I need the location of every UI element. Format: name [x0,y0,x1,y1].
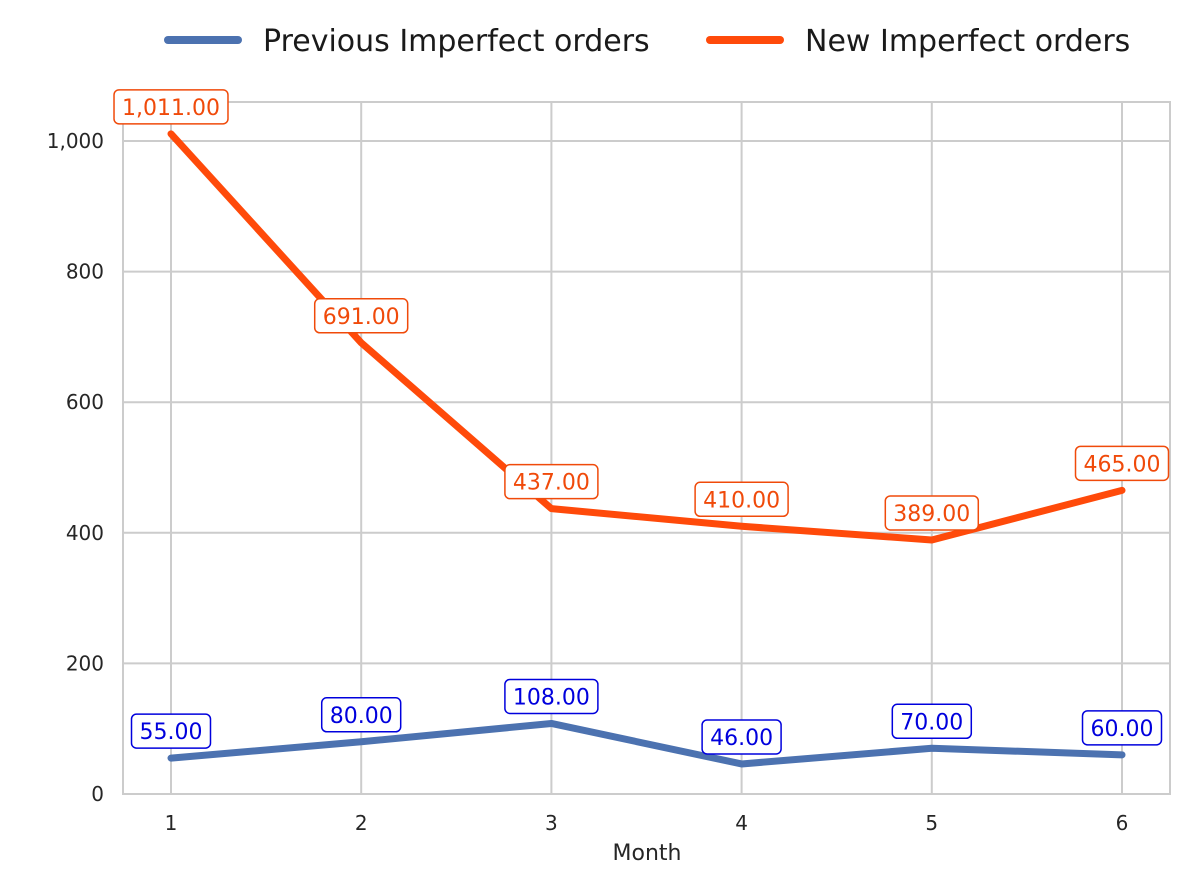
data-label-box [320,697,402,733]
data-label-text: 70.00 [900,710,963,735]
y-axis: 0 200 400 600 800 1,000 [47,129,104,806]
x-axis-title: Month [613,841,682,866]
data-label: 437.00 [504,463,599,500]
x-tick-label: 1 [165,811,178,835]
data-label-text: 691.00 [323,305,400,330]
y-tick-label: 800 [66,260,104,284]
data-label-text: 46.00 [710,726,773,751]
data-label: 55.00 [130,713,212,749]
plot-frame [122,101,1171,795]
data-labels: 55.00 80.00 108.00 46.00 70.00 60.00 1,011.00 6… [113,89,1170,755]
data-label-box [313,298,409,334]
x-tick-label: 5 [925,811,938,835]
y-tick-label: 200 [66,651,104,675]
data-label-box [884,495,980,531]
data-label-box [694,481,789,518]
y-tick-label: 1,000 [47,129,104,153]
data-label-text: 55.00 [140,720,203,745]
data-label-text: 389.00 [893,502,970,527]
data-label: 80.00 [320,697,402,733]
legend-item-1: Previous Imperfect orders [164,24,650,59]
x-tick-label: 3 [545,811,558,835]
data-label-text: 410.00 [703,488,780,513]
data-label-box [504,463,599,500]
data-label: 389.00 [884,495,980,531]
data-label-text: 1,011.00 [122,96,220,121]
data-label: 46.00 [701,719,782,755]
grid-lines [123,102,1170,795]
data-label-text: 108.00 [513,685,590,710]
data-label-box [1074,445,1170,482]
data-label: 1,011.00 [113,89,229,125]
data-label: 60.00 [1081,710,1163,746]
data-label-text: 465.00 [1084,452,1161,477]
data-label-text: 80.00 [330,704,393,729]
legend-label: New Imperfect orders [805,24,1130,59]
data-label: 465.00 [1074,445,1170,482]
data-label-box [891,703,973,740]
x-tick-label: 6 [1116,811,1129,835]
data-label: 108.00 [504,678,599,715]
legend-item-2: New Imperfect orders [706,24,1130,59]
data-label-box [130,713,212,749]
legend: Previous Imperfect orders New Imperfect o… [164,24,1130,59]
series-lines [167,130,1126,768]
x-tick-label: 4 [735,811,748,835]
y-tick-label: 600 [66,390,104,414]
series-line-2 [167,130,1126,544]
data-label: 70.00 [891,703,973,740]
data-label-box [113,89,229,125]
legend-label: Previous Imperfect orders [263,24,650,59]
x-tick-label: 2 [355,811,368,835]
data-label-box [504,678,599,715]
data-label: 691.00 [313,298,409,334]
data-label-box [1081,710,1163,746]
x-axis: 1 2 3 4 5 6 [165,811,1129,835]
y-tick-label: 400 [66,521,104,545]
series-line-1 [167,719,1126,768]
y-tick-label: 0 [91,782,104,806]
data-label-text: 60.00 [1091,717,1154,742]
data-label-text: 437.00 [513,471,590,496]
data-label-box [701,719,782,755]
data-label: 410.00 [694,481,789,518]
